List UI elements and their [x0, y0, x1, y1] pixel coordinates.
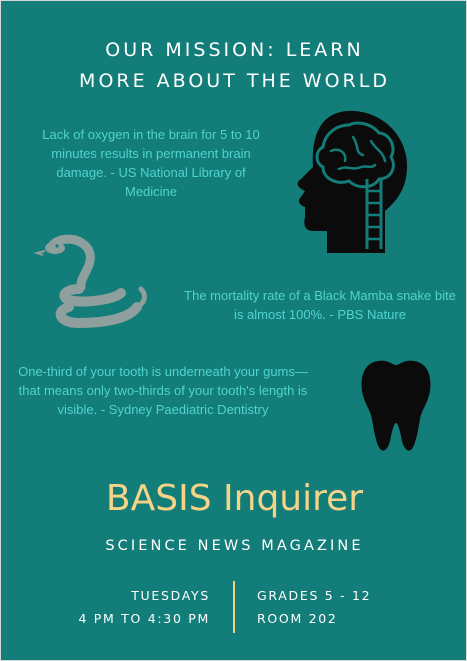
schedule-room: ROOM 202	[257, 611, 338, 626]
fact-brain-damage: Lack of oxygen in the brain for 5 to 10 …	[42, 127, 260, 199]
mission-line-1: OUR MISSION: LEARN	[105, 39, 364, 61]
tooth-icon	[361, 360, 431, 451]
snake-icon	[33, 234, 147, 329]
schedule-divider	[233, 581, 235, 633]
schedule-grades: GRADES 5 - 12	[257, 588, 372, 603]
fact-black-mamba: The mortality rate of a Black Mamba snak…	[184, 288, 456, 322]
schedule-day: TUESDAYS	[131, 588, 210, 603]
schedule-where: GRADES 5 - 12 ROOM 202	[257, 584, 371, 630]
schedule-when: TUESDAYS 4 PM TO 4:30 PM	[78, 584, 210, 630]
fact-tooth: One-third of your tooth is underneath yo…	[18, 364, 308, 417]
schedule-time: 4 PM TO 4:30 PM	[78, 611, 210, 626]
brain-head-icon	[297, 110, 408, 254]
mission-line-2: MORE ABOUT THE WORLD	[79, 70, 390, 92]
brand-tagline: SCIENCE NEWS MAGAZINE	[105, 538, 364, 554]
brand-title: BASIS Inquirer	[105, 478, 364, 519]
mission-heading: OUR MISSION: LEARN MORE ABOUT THE WORLD	[1, 35, 466, 97]
